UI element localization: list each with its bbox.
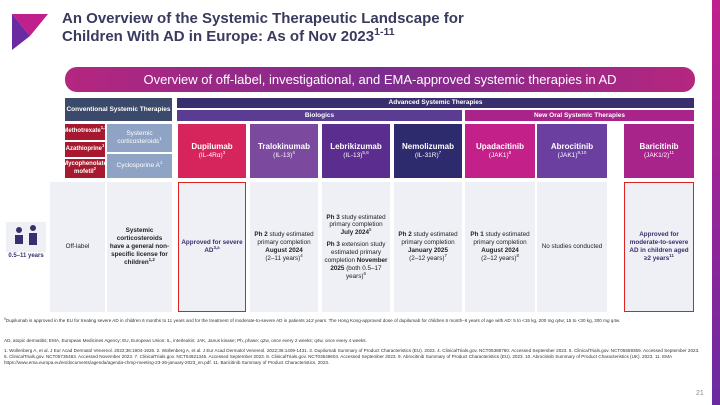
cell: Approved for moderate-to-severe AD in ch… (624, 182, 694, 312)
drug-name: Dupilumab (191, 142, 233, 152)
target: (IL-31R) (414, 151, 439, 159)
cell: Ph 1 study estimated primary completion … (465, 182, 535, 312)
drug-header: Upadacitinib (JAK1)8 (465, 124, 535, 178)
cell: Approved for severe AD3,a (178, 182, 246, 312)
drug-header: Abrocitinib (JAK1)9,10 (537, 124, 607, 178)
group-header: Biologics (177, 110, 462, 121)
group-header: Conventional Systemic Therapies (65, 98, 172, 121)
age: 0.5–11 years (8, 253, 44, 259)
drug-box: Methotrexate1,2 (63, 124, 107, 140)
drug-name: Lebrikizumab (330, 142, 382, 152)
refs: 4 (292, 149, 295, 155)
drug-box: Cyclosporine A1 (107, 154, 172, 178)
drug-box: Mycophenolate mofetil2 (63, 159, 107, 178)
abbreviations: AD, atopic dermatitis; EMA, European Med… (4, 338, 367, 343)
drug-header: Tralokinumab (IL-13)4 (250, 124, 318, 178)
refs: 8 (508, 149, 512, 155)
drug-target: (IL-31R)7 (414, 149, 442, 160)
group-header: Advanced Systemic Therapies (177, 98, 694, 108)
drug-target: (IL-13)4 (273, 149, 295, 160)
drug-name: Abrocitinib (550, 142, 594, 152)
target: (IL-13) (273, 151, 293, 159)
drug-box: Systemic corticosteroids1 (107, 124, 172, 152)
cell: Ph 2 study estimated primary completion … (250, 182, 318, 312)
target: (JAK1/2) (643, 151, 670, 159)
drug-header: Dupilumab (IL-4Rα)3 (178, 124, 246, 178)
row-label: Off-label (50, 182, 105, 312)
side-bar (712, 0, 720, 405)
drug-header: Lebrikizumab (IL-13)5,6 (322, 124, 390, 178)
drug-box: Azathioprine1 (65, 142, 105, 157)
refs: 11 (669, 149, 675, 155)
child-icon (6, 222, 46, 252)
target: (IL-13) (343, 151, 363, 159)
drug-name: Baricitinib (639, 142, 679, 152)
drug-name: Upadacitinib (475, 142, 524, 152)
drug-header: Baricitinib (JAK1/2)11 (624, 124, 694, 178)
drug-name: Tralokinumab (257, 142, 310, 152)
drug-target: (IL-4Rα)3 (198, 149, 226, 160)
refs: 9,10 (577, 149, 587, 155)
target: (JAK1) (557, 151, 578, 159)
drug-header: Nemolizumab (IL-31R)7 (394, 124, 462, 178)
title: An Overview of the Systemic Therapeutic … (62, 10, 464, 45)
references: 1. Wollenberg A, et al. J Eur Acad Derma… (4, 348, 700, 365)
drug-name: Nemolizumab (401, 142, 454, 152)
refs: 7 (438, 149, 442, 155)
cell: Ph 2 study estimated primary completion … (394, 182, 462, 312)
logo (12, 14, 48, 50)
target: (IL-4Rα) (198, 151, 223, 159)
drug-target: (JAK1)9,10 (557, 149, 587, 160)
drug-target: (IL-13)5,6 (343, 149, 369, 160)
cell: Ph 3 study estimated primary completion … (322, 182, 390, 312)
cell: Systemic corticosteroids have a general … (107, 182, 172, 312)
drug-target: (JAK1/2)11 (643, 149, 675, 160)
footnote: aDupilumab is approved in the EU for tre… (4, 316, 621, 323)
refs: 5,6 (362, 149, 369, 155)
target: (JAK1) (488, 151, 509, 159)
cell: No studies conducted (537, 182, 607, 312)
refs: 3 (222, 149, 226, 155)
drug-target: (JAK1)8 (488, 149, 512, 160)
group-header: New Oral Systemic Therapies (465, 110, 694, 121)
banner: Overview of off-label, investigational, … (65, 67, 695, 92)
page-number: 21 (696, 390, 704, 397)
